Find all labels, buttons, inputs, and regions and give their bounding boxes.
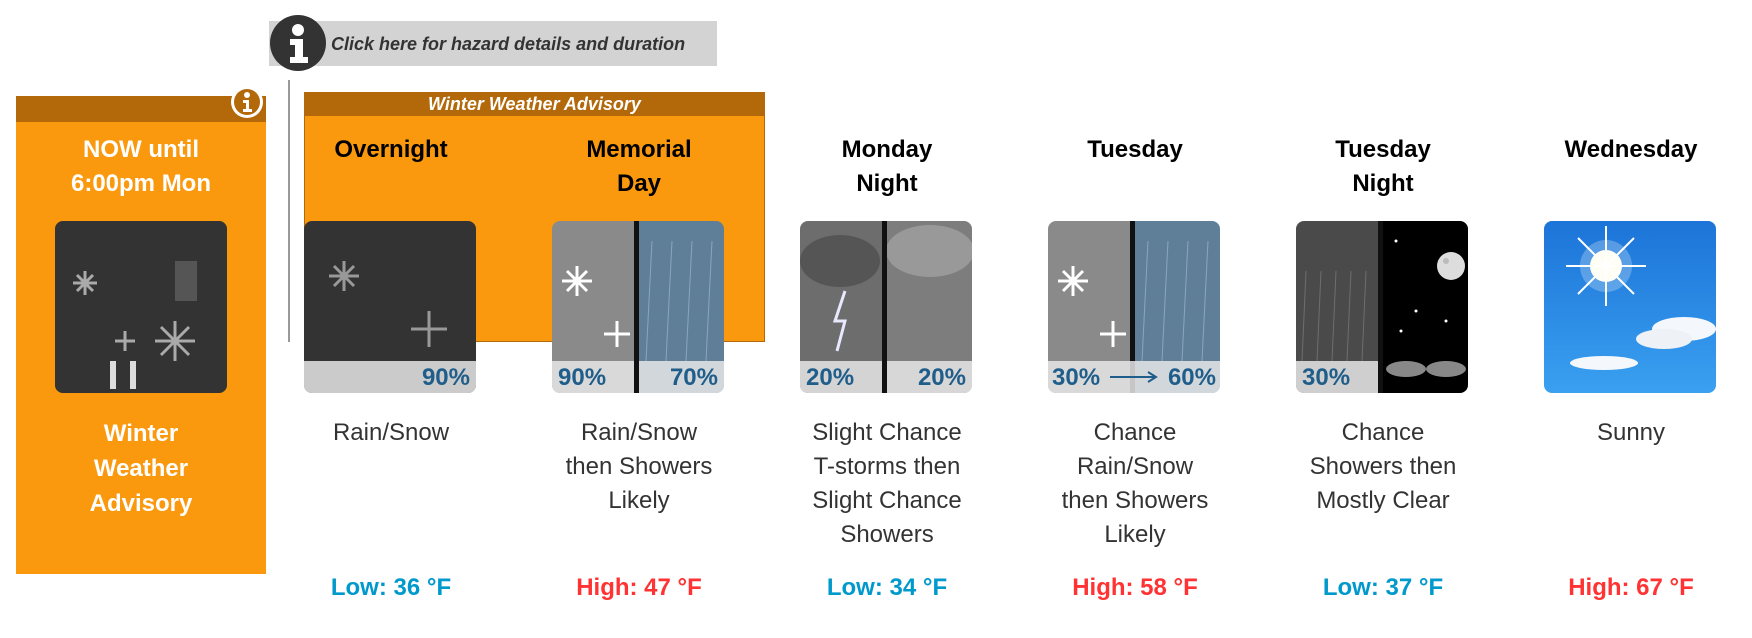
forecast-description: Rain/Snow <box>332 419 450 446</box>
forecast-temperature: Low: 37 °F <box>1322 574 1444 601</box>
forecast-description: Rain/Snow then Showers Likely <box>565 419 713 514</box>
forecast-period: Monday Night <box>841 136 933 197</box>
forecast-description: Chance Rain/Snow then Showers Likely <box>1061 419 1209 548</box>
forecast-temperature: High: 58 °F <box>1072 574 1198 601</box>
forecast-description: Chance Showers then Mostly Clear <box>1309 419 1457 514</box>
rain-snow-icon[interactable]: 90% <box>304 221 476 393</box>
hazard-details-link[interactable] <box>269 21 717 66</box>
precip-chance: 20% <box>806 364 854 391</box>
precip-chance: 20% <box>918 364 966 391</box>
forecast-description: Sunny <box>1596 419 1666 446</box>
forecast-description: Slight Chance T-storms then Slight Chanc… <box>812 419 962 548</box>
info-icon[interactable] <box>270 15 326 71</box>
divider <box>288 80 290 342</box>
advisory-label[interactable]: Winter Weather Advisory <box>304 92 765 116</box>
current-period-title: NOW until 6:00pm Mon <box>70 136 211 197</box>
current-hazard-description: Winter Weather Advisory <box>89 420 193 517</box>
precip-chance: 90% <box>558 364 606 391</box>
showers-then-clear-night-icon[interactable]: 30% <box>1296 221 1468 393</box>
rain-snow-then-showers-icon[interactable]: 90% 70% <box>552 221 724 393</box>
sunny-icon[interactable] <box>1544 221 1716 393</box>
forecast-temperature: High: 67 °F <box>1568 574 1694 601</box>
info-icon[interactable] <box>231 86 263 118</box>
forecast-period: Wednesday <box>1564 136 1698 163</box>
forecast-period: Tuesday <box>1087 136 1183 163</box>
forecast-period: Memorial Day <box>586 136 692 197</box>
precip-chance: 30% <box>1302 364 1350 391</box>
precip-chance: 60% <box>1168 364 1216 391</box>
tstorms-then-showers-icon[interactable]: 20% 20% <box>800 221 972 393</box>
forecast-temperature: Low: 36 °F <box>330 574 452 601</box>
rain-snow-then-showers-icon[interactable]: 30% 60% <box>1048 221 1220 393</box>
precip-chance: 30% <box>1052 364 1100 391</box>
forecast-period: Overnight <box>334 136 448 163</box>
current-hazard-bar <box>16 96 266 122</box>
forecast-temperature: Low: 34 °F <box>826 574 948 601</box>
snow-icon <box>55 221 227 393</box>
precip-chance: 70% <box>670 364 718 391</box>
precip-chance: 90% <box>422 364 470 391</box>
hazard-details-label[interactable]: Click here for hazard details and durati… <box>331 34 686 54</box>
forecast-period: Tuesday Night <box>1335 136 1431 197</box>
forecast-temperature: High: 47 °F <box>576 574 702 601</box>
